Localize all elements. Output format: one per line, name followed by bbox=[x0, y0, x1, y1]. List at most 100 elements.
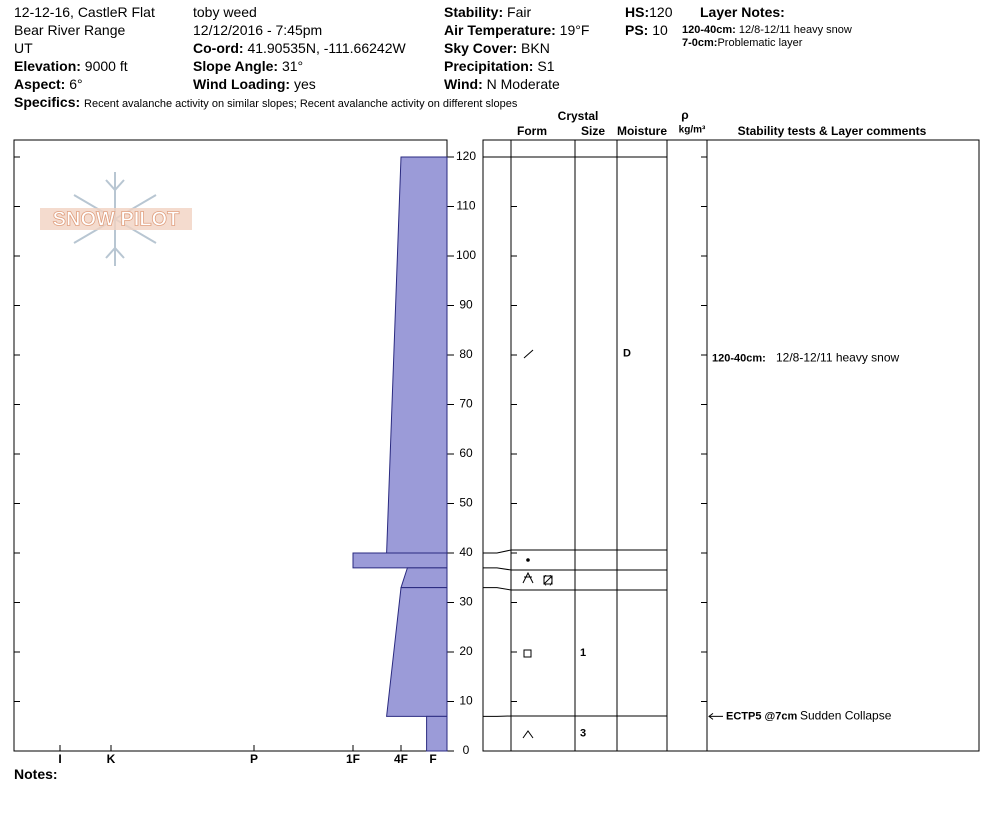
value: 10 bbox=[652, 22, 668, 38]
sky-cover: Sky Cover: BKN bbox=[444, 40, 550, 56]
label: Notes: bbox=[14, 766, 58, 782]
column-lines bbox=[510, 140, 708, 751]
value: Recent avalanche activity on similar slo… bbox=[84, 98, 518, 110]
label: Air Temperature: bbox=[444, 22, 556, 38]
layer-boundary bbox=[483, 567, 667, 571]
title: Layer Notes: bbox=[700, 4, 785, 20]
hardness-label: I bbox=[58, 752, 61, 766]
value: 41.90535N, -111.66242W bbox=[247, 40, 406, 56]
elevation: Elevation: 9000 ft bbox=[14, 58, 128, 74]
moisture: D bbox=[623, 347, 631, 359]
test-label: ECTP5 @7cm bbox=[726, 710, 797, 722]
label: 120-40cm: bbox=[682, 24, 736, 36]
hardness-label: K bbox=[107, 752, 116, 766]
layer-note: 7-0cm:Problematic layer bbox=[682, 37, 802, 49]
notes: Notes: bbox=[14, 766, 58, 782]
size: 3 bbox=[580, 727, 586, 739]
hardness-layer bbox=[352, 552, 448, 569]
ps: PS: 10 bbox=[625, 22, 668, 38]
label: Wind: bbox=[444, 76, 483, 92]
arrow-head bbox=[708, 712, 714, 720]
layer-notes-title: Layer Notes: bbox=[700, 4, 785, 20]
text: Problematic layer bbox=[717, 37, 803, 49]
hardness-layer bbox=[400, 567, 448, 589]
label: Sky Cover: bbox=[444, 40, 518, 56]
depth-label: 10 bbox=[459, 694, 473, 708]
label: Aspect: bbox=[14, 76, 66, 92]
comment-label: 120-40cm: bbox=[712, 352, 766, 364]
label: PS: bbox=[625, 22, 649, 38]
label: Specifics: bbox=[14, 94, 81, 110]
depth-label: 110 bbox=[456, 199, 475, 213]
label: Co-ord: bbox=[193, 40, 244, 56]
depth-label: 50 bbox=[459, 496, 473, 510]
depth-label: 100 bbox=[456, 248, 476, 262]
value: 6° bbox=[69, 76, 83, 92]
layer-boundary bbox=[483, 549, 667, 554]
label: Elevation: bbox=[14, 58, 81, 74]
hardness-layer bbox=[386, 156, 448, 554]
label: 7-0cm: bbox=[682, 37, 718, 49]
label: Stability: bbox=[444, 4, 504, 20]
hardness-label: F bbox=[429, 752, 436, 766]
comment-text: 12/8-12/11 heavy snow bbox=[776, 351, 900, 365]
air-temp: Air Temperature: 19°F bbox=[444, 22, 589, 38]
logo-band bbox=[40, 208, 192, 230]
test-text: Sudden Collapse bbox=[800, 709, 892, 723]
depth-label: 120 bbox=[456, 149, 476, 163]
header: ρ bbox=[681, 108, 688, 122]
header: Crystal bbox=[558, 109, 599, 123]
coord: Co-ord: 41.90535N, -111.66242W bbox=[193, 40, 406, 56]
size: 1 bbox=[580, 647, 586, 659]
wind-loading: Wind Loading: yes bbox=[193, 76, 316, 92]
observer: toby weed bbox=[193, 4, 257, 20]
label: Precipitation: bbox=[444, 58, 534, 74]
slope: Slope Angle: 31° bbox=[193, 58, 303, 74]
logo-text: SNOW PILOT bbox=[53, 208, 180, 230]
label: Wind Loading: bbox=[193, 76, 291, 92]
hardness-frame bbox=[13, 139, 448, 752]
value: 9000 ft bbox=[84, 58, 128, 74]
depth-label: 40 bbox=[459, 545, 473, 559]
depth-label: 70 bbox=[459, 397, 473, 411]
datetime: 12/12/2016 - 7:45pm bbox=[193, 22, 323, 38]
layer-note: 120-40cm: 12/8-12/11 heavy snow bbox=[682, 24, 852, 36]
location: 12-12-16, CastleR Flat bbox=[14, 4, 155, 20]
hardness-label: 1F bbox=[346, 752, 360, 766]
table-frame bbox=[482, 139, 980, 752]
label: Slope Angle: bbox=[193, 58, 279, 74]
value: N Moderate bbox=[486, 76, 560, 92]
crystal-forms: ( ) bbox=[522, 349, 553, 739]
header: Moisture bbox=[617, 124, 667, 138]
hs: HS:120 bbox=[625, 4, 672, 20]
stability: Stability: Fair bbox=[444, 4, 531, 20]
depth-label: 20 bbox=[459, 644, 473, 658]
specifics: Specifics: Recent avalanche activity on … bbox=[14, 94, 517, 110]
hardness-layer bbox=[426, 715, 448, 752]
value: yes bbox=[293, 76, 316, 92]
depth-label: 80 bbox=[459, 347, 473, 361]
aspect: Aspect: 6° bbox=[14, 76, 83, 92]
label: HS: bbox=[625, 4, 650, 20]
header: kg/m³ bbox=[679, 125, 706, 136]
value: 120 bbox=[649, 4, 673, 20]
depth-label: 60 bbox=[459, 446, 473, 460]
precipitation: Precipitation: S1 bbox=[444, 58, 554, 74]
layer-boundary bbox=[483, 587, 667, 591]
range: Bear River Range bbox=[14, 22, 126, 38]
text: 12/8-12/11 heavy snow bbox=[738, 24, 852, 36]
state: UT bbox=[14, 40, 33, 56]
value: BKN bbox=[521, 40, 550, 56]
header: Stability tests & Layer comments bbox=[738, 124, 927, 138]
depth-label: 30 bbox=[459, 595, 473, 609]
hardness-label: P bbox=[250, 752, 258, 766]
depth-label: 90 bbox=[459, 298, 473, 312]
value: 19°F bbox=[559, 22, 590, 38]
value: S1 bbox=[537, 58, 555, 74]
header: Size bbox=[581, 124, 605, 138]
header: Form bbox=[517, 124, 547, 138]
depth-label: 0 bbox=[463, 743, 470, 757]
value: 31° bbox=[281, 58, 304, 74]
